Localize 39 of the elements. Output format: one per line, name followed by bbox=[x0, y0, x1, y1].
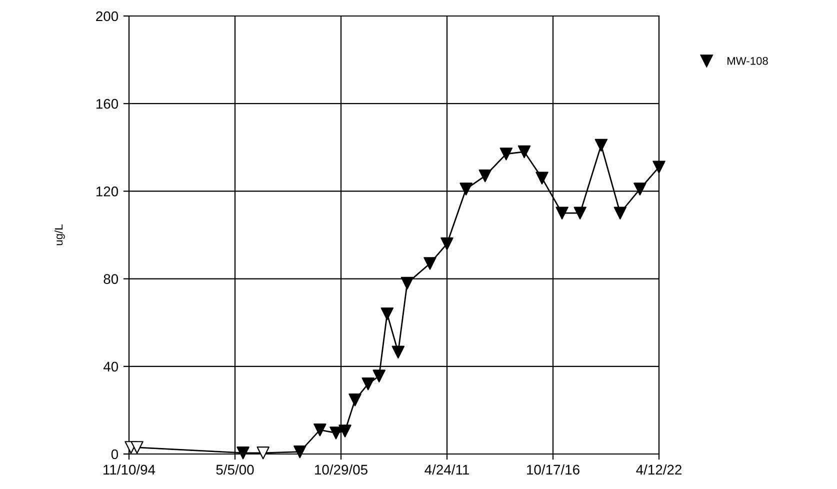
point bbox=[478, 170, 492, 182]
point bbox=[372, 370, 386, 382]
x-tick-label: 4/12/22 bbox=[636, 464, 682, 475]
point bbox=[256, 446, 270, 460]
point bbox=[594, 138, 608, 152]
x-tick-label: 11/10/94 bbox=[104, 464, 156, 475]
y-tick-label: 0 bbox=[111, 449, 118, 460]
y-axis-title: ug/L bbox=[54, 224, 65, 246]
y-tick-label: 120 bbox=[96, 186, 118, 196]
point bbox=[362, 378, 374, 390]
point bbox=[400, 276, 414, 290]
point bbox=[424, 257, 436, 270]
point bbox=[518, 145, 531, 158]
legend-label: MW-108 bbox=[728, 56, 768, 65]
point bbox=[500, 148, 513, 160]
point bbox=[130, 441, 144, 454]
point bbox=[574, 206, 586, 220]
x-tick-label: 4/24/11 bbox=[424, 464, 469, 475]
point bbox=[440, 237, 454, 250]
point bbox=[634, 182, 646, 196]
point bbox=[460, 182, 472, 196]
x-tick-label: 10/29/05 bbox=[315, 464, 368, 475]
point bbox=[380, 307, 394, 320]
point bbox=[348, 394, 362, 406]
y-tick-label: 80 bbox=[104, 274, 118, 284]
point bbox=[536, 172, 548, 184]
x-tick-label: 10/17/16 bbox=[527, 464, 580, 475]
point bbox=[236, 446, 250, 460]
point bbox=[556, 206, 568, 220]
point bbox=[652, 160, 666, 174]
point bbox=[294, 445, 306, 458]
x-tick-label: 5/5/00 bbox=[216, 464, 254, 475]
y-tick-label: 40 bbox=[103, 362, 118, 372]
y-tick-label: 160 bbox=[96, 98, 118, 109]
point bbox=[314, 424, 326, 436]
y-tick-label: 200 bbox=[96, 11, 118, 22]
point bbox=[614, 206, 627, 220]
point bbox=[338, 424, 352, 438]
point bbox=[392, 346, 405, 359]
